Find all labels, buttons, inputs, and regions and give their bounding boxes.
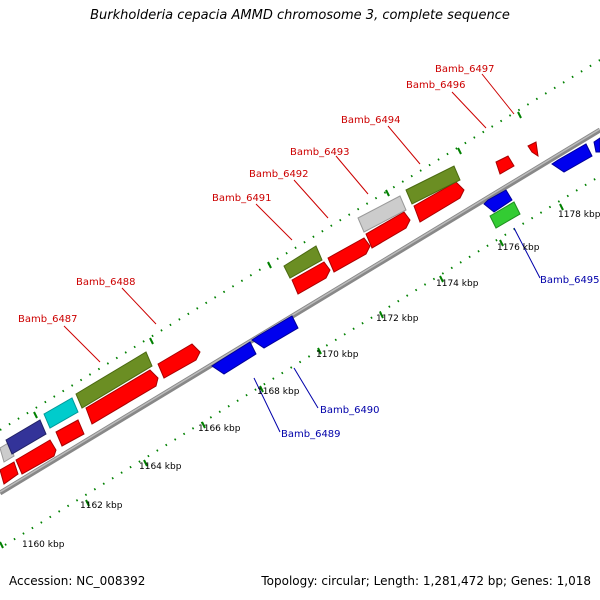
gene-arrow-red bbox=[0, 461, 19, 485]
gene-label: Bamb_6487 bbox=[18, 314, 78, 325]
accession-text: Accession: NC_008392 bbox=[9, 574, 146, 588]
gene-arrow-red bbox=[527, 141, 539, 158]
gene-arrow-blue bbox=[551, 143, 593, 173]
reverse-gene-labels: Bamb_6489 Bamb_6490 Bamb_6495 bbox=[281, 275, 600, 440]
gene-label: Bamb_6489 bbox=[281, 429, 341, 440]
gene-row-inner bbox=[0, 141, 539, 485]
gene-label: Bamb_6496 bbox=[406, 80, 466, 91]
gene-arrow-red bbox=[85, 369, 159, 425]
gene-arrow-blue bbox=[211, 341, 257, 375]
kbp-label: 1162 kbp bbox=[80, 501, 123, 511]
gene-label: Bamb_6491 bbox=[212, 193, 272, 204]
chromosome-backbone bbox=[0, 127, 600, 496]
gene-box-olive bbox=[405, 165, 461, 205]
reverse-label-leaders bbox=[253, 227, 541, 433]
gene-box-green bbox=[489, 201, 521, 229]
gene-arrow-red bbox=[157, 343, 201, 379]
map-title: Burkholderia cepacia AMMD chromosome 3, … bbox=[90, 8, 510, 23]
gene-label: Bamb_6495 bbox=[540, 275, 600, 286]
kbp-label: 1168 kbp bbox=[257, 387, 300, 397]
topology-text: Topology: circular; Length: 1,281,472 bp… bbox=[261, 574, 591, 588]
gene-row-outer bbox=[0, 165, 461, 463]
gene-label: Bamb_6497 bbox=[435, 64, 495, 75]
kbp-label: 1160 kbp bbox=[22, 540, 65, 550]
gene-row-reverse bbox=[211, 137, 600, 375]
kbp-label: 1178 kbp bbox=[558, 210, 600, 220]
gene-label: Bamb_6490 bbox=[320, 405, 380, 416]
gene-box-olive bbox=[75, 351, 153, 409]
inner-tick-track bbox=[4, 175, 600, 546]
kbp-label: 1170 kbp bbox=[316, 350, 359, 360]
gene-box-olive bbox=[283, 245, 323, 279]
kbp-labels: 1160 kbp 1162 kbp 1164 kbp 1166 kbp 1168… bbox=[22, 210, 600, 550]
gene-arrow-red bbox=[291, 261, 331, 295]
gene-box-navy bbox=[5, 419, 47, 455]
gene-arrow-red bbox=[495, 155, 515, 175]
gene-label: Bamb_6492 bbox=[249, 169, 309, 180]
kbp-label: 1172 kbp bbox=[376, 314, 419, 324]
gene-arrow-blue bbox=[593, 137, 600, 153]
gene-label: Bamb_6493 bbox=[290, 147, 350, 158]
kbp-label: 1166 kbp bbox=[198, 424, 241, 434]
kbp-label: 1174 kbp bbox=[436, 279, 479, 289]
gene-arrow-red bbox=[327, 237, 371, 273]
gene-label: Bamb_6488 bbox=[76, 277, 136, 288]
kbp-label: 1176 kbp bbox=[497, 243, 540, 253]
forward-label-leaders bbox=[63, 73, 515, 363]
gene-box-cyan bbox=[43, 397, 79, 429]
major-ticks bbox=[0, 111, 564, 549]
gene-label: Bamb_6494 bbox=[341, 115, 401, 126]
gene-arrow-red bbox=[55, 419, 85, 447]
gene-arrow-blue bbox=[483, 189, 513, 213]
gene-arrow-red bbox=[365, 211, 411, 249]
gene-box-grey bbox=[357, 195, 407, 233]
kbp-label: 1164 kbp bbox=[139, 462, 182, 472]
gene-arrow-red bbox=[15, 439, 57, 475]
gene-arrow-blue bbox=[251, 315, 299, 349]
forward-gene-labels: Bamb_6487 Bamb_6488 Bamb_6491 Bamb_6492 … bbox=[18, 64, 495, 325]
